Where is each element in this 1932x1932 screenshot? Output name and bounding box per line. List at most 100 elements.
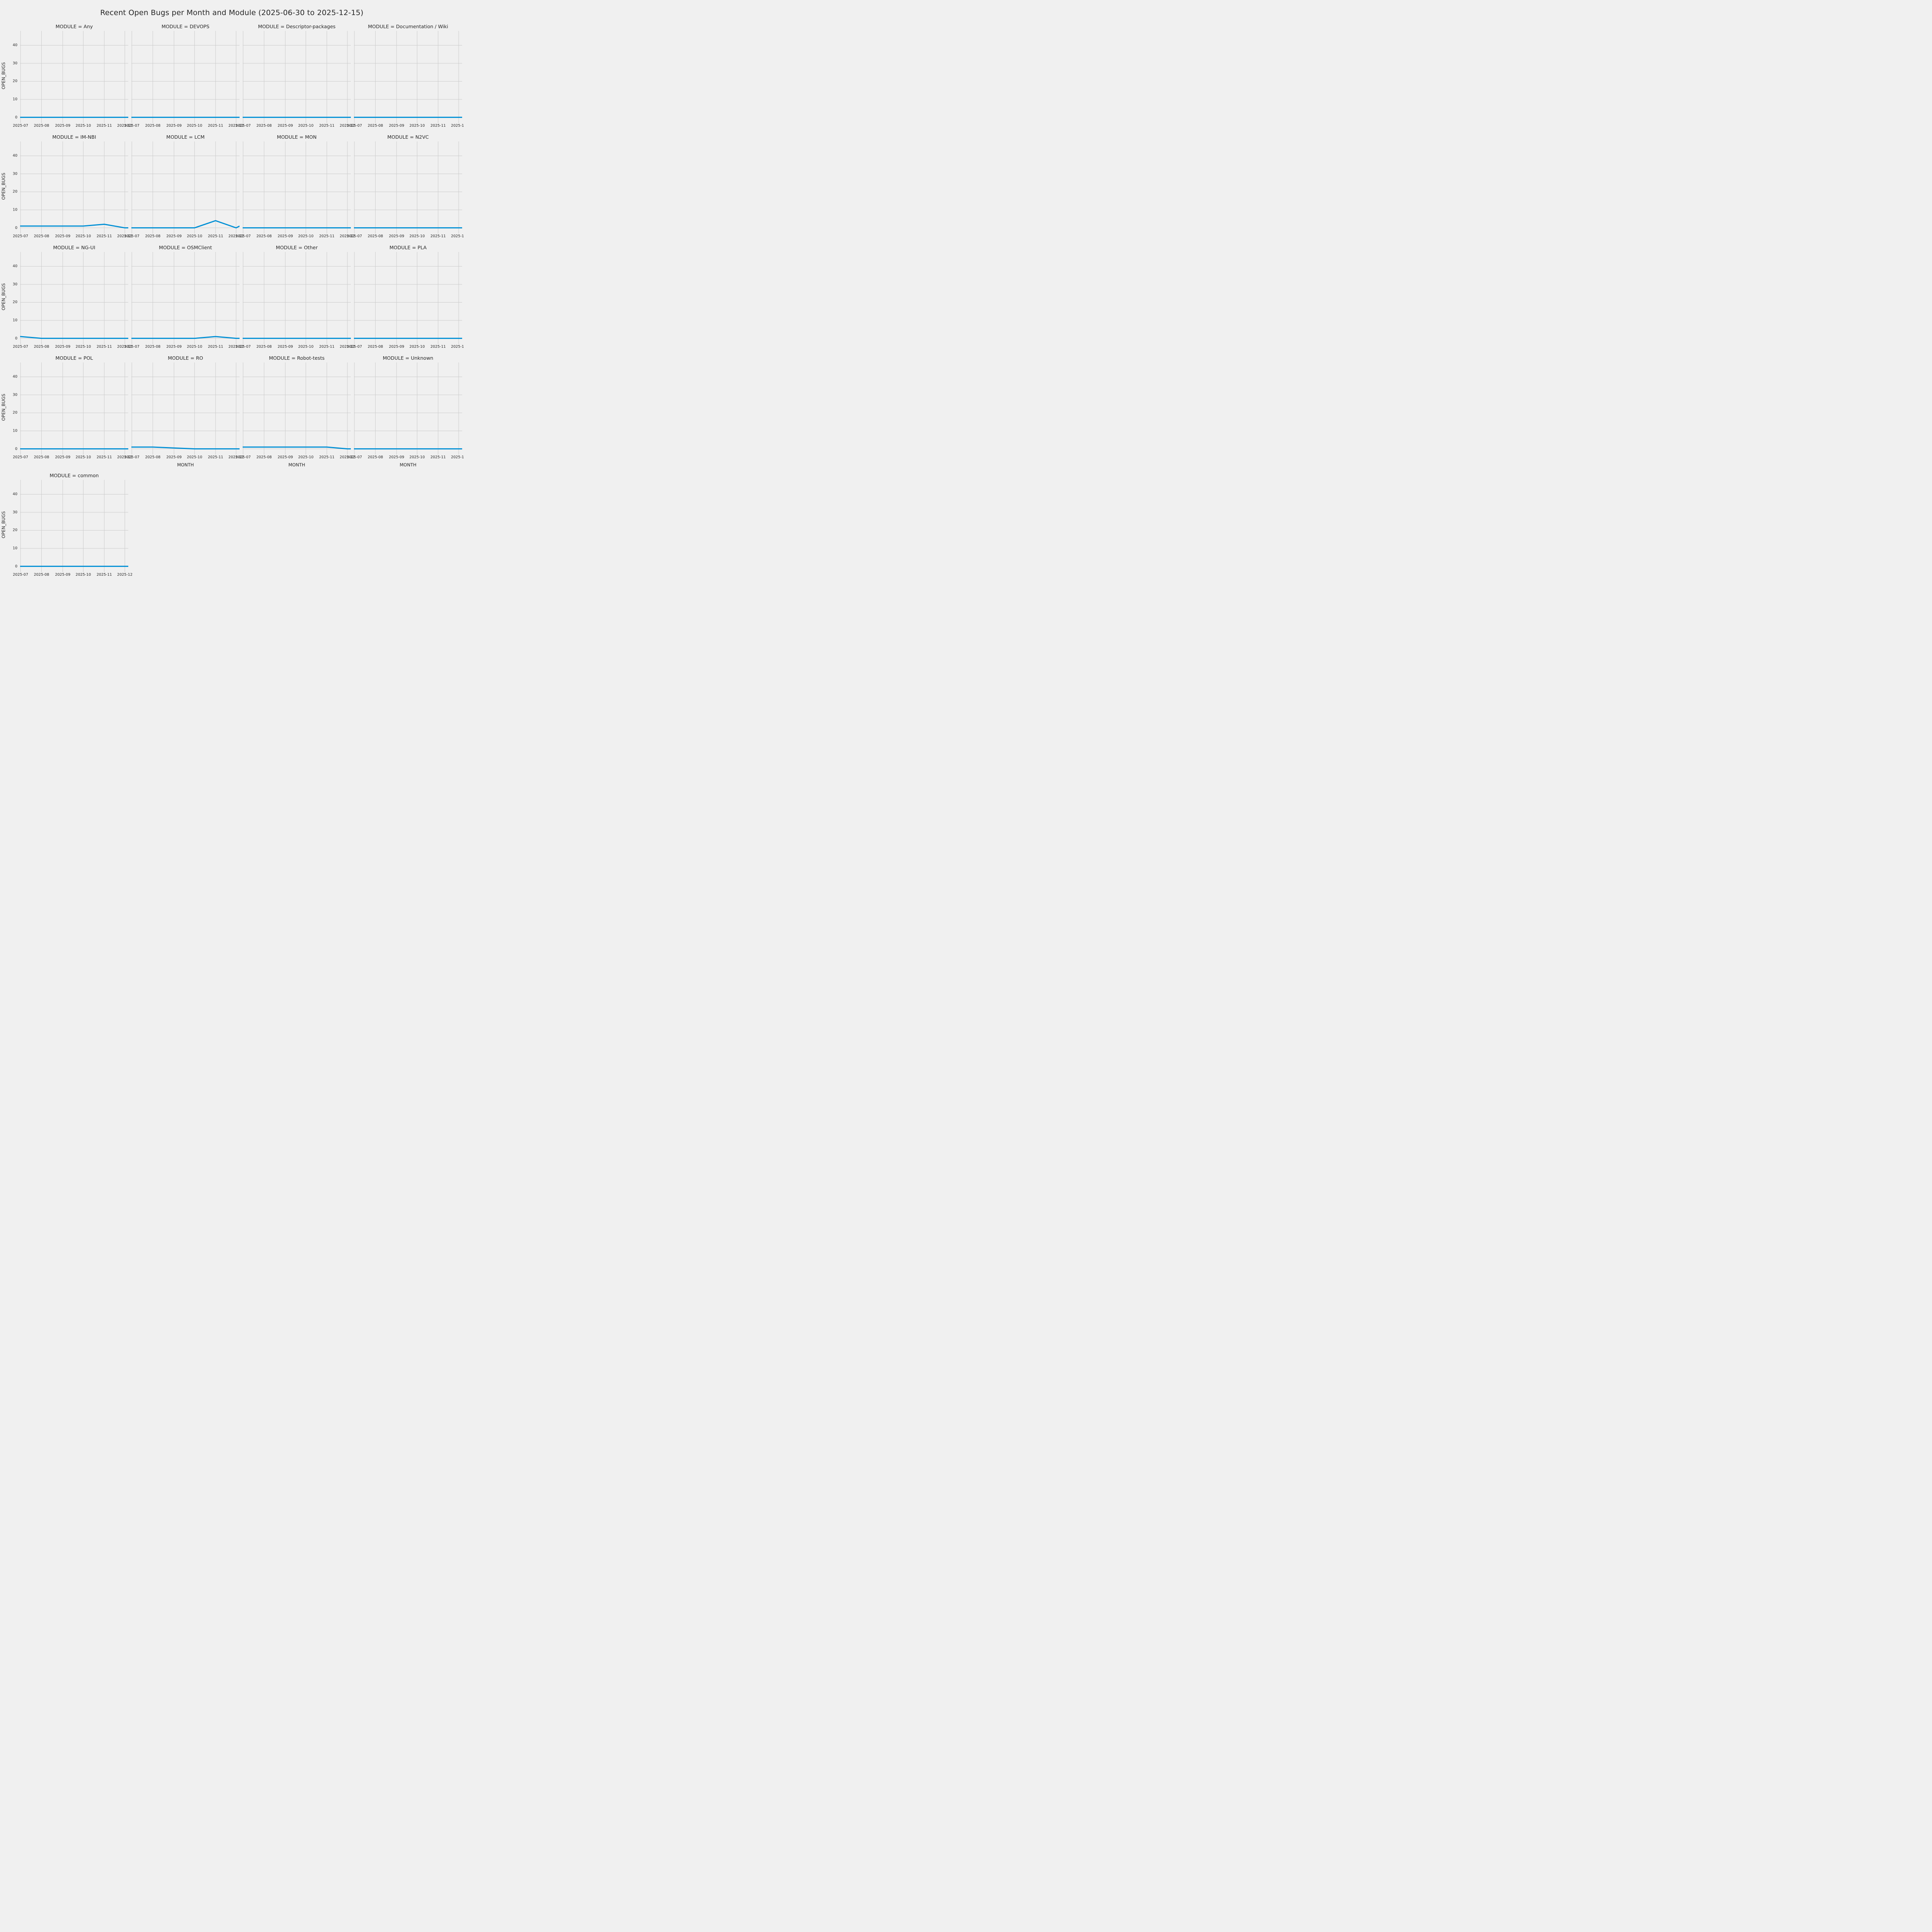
facet-PLA: MODULE = PLA 2025-07 2025-08 2025-09 2025-10…: [347, 244, 464, 350]
x-tick-label: 2025-10: [298, 455, 314, 459]
facet-Other: MODULE = Other 2025-07 2025-08 2025-09 2025-…: [235, 244, 355, 350]
facet-plot-svg: [354, 141, 462, 234]
facet-plot-svg: [20, 252, 128, 344]
x-tick-label: 2025-07: [13, 124, 28, 128]
x-tick-label: 2025-11: [96, 124, 112, 128]
facet-plot-svg: [20, 31, 128, 123]
facet-plot-svg: [131, 141, 240, 234]
open-bugs-line: [131, 336, 240, 339]
x-tick-label: 2025-09: [55, 455, 71, 459]
x-tick-label: 2025-09: [277, 124, 293, 128]
facet-plot-svg: [354, 362, 462, 455]
x-tick-row: 2025-07 2025-08 2025-09 2025-10 2025-11 2025-…: [235, 455, 355, 461]
x-tick-label: 2025-12: [117, 234, 133, 238]
facet-plot: [354, 252, 462, 344]
y-axis-gutter: OPEN_BUGS: [1, 472, 17, 580]
facet-row: OPEN_BUGS MODULE = POL 0 10 20 30 40 2025-07 202…: [1, 355, 464, 468]
x-tick-label: 2025-12: [451, 455, 464, 459]
facet-common: MODULE = common 0 10 20 30 40 2025-07 2025-08 20…: [13, 472, 133, 580]
x-tick-label: 2025-08: [367, 124, 383, 128]
x-axis-label: MONTH: [400, 462, 417, 468]
facet-plot-svg: [243, 362, 351, 455]
facet-IM-NBI: MODULE = IM-NBI 0 10 20 30 40 2025-07 2025-08 20…: [13, 134, 133, 240]
x-tick-label: 2025-09: [277, 455, 293, 459]
facet-DEVOPS: MODULE = DEVOPS 2025-07 2025-08 2025-09 2025…: [124, 23, 244, 129]
y-tick-label: 20: [12, 410, 17, 415]
x-tick-row: 2025-07 2025-08 2025-09 2025-10 2025-11 2025-…: [13, 455, 133, 461]
facet-LCM: MODULE = LCM 2025-07 2025-08 2025-09 2025-10…: [124, 134, 244, 240]
y-tick-label: 40: [12, 43, 17, 48]
facet-plot: [243, 252, 351, 344]
x-tick-label: 2025-11: [430, 455, 446, 459]
y-tick-label: 40: [12, 374, 17, 379]
x-tick-row: 2025-07 2025-08 2025-09 2025-10 2025-11 2025-…: [124, 234, 244, 240]
x-tick-label: 2025-08: [34, 573, 49, 577]
x-tick-label: 2025-09: [166, 345, 182, 349]
x-tick-label: 2025-07: [124, 345, 139, 349]
x-tick-label: 2025-11: [96, 573, 112, 577]
x-tick-label: 2025-11: [207, 124, 223, 128]
facet-title: MODULE = Robot-tests: [269, 355, 325, 361]
x-tick-label: 2025-09: [389, 124, 405, 128]
x-tick-label: 2025-09: [166, 234, 182, 238]
open-bugs-line: [243, 446, 351, 450]
x-tick-label: 2025-10: [298, 234, 314, 238]
y-tick-label: 0: [15, 447, 17, 451]
x-tick-label: 2025-09: [55, 124, 71, 128]
open-bugs-line: [20, 336, 128, 339]
y-tick-label: 30: [12, 510, 17, 515]
x-tick-label: 2025-12: [340, 345, 355, 349]
x-tick-label: 2025-08: [256, 345, 272, 349]
x-tick-label: 2025-07: [124, 124, 139, 128]
x-tick-label: 2025-10: [409, 124, 425, 128]
facet-plot: 0 10 20 30 40: [13, 31, 128, 123]
y-tick-label: 0: [15, 564, 17, 569]
x-tick-label: 2025-07: [347, 234, 362, 238]
y-tick-label: 30: [12, 282, 17, 287]
x-tick-label: 2025-09: [166, 455, 182, 459]
x-tick-label: 2025-08: [256, 455, 272, 459]
x-tick-label: 2025-08: [367, 455, 383, 459]
x-tick-label: 2025-12: [340, 455, 355, 459]
facet-title: MODULE = common: [49, 473, 99, 478]
facet-Unknown: MODULE = Unknown 2025-07 2025-08 2025-09 202…: [347, 355, 464, 468]
y-axis-label: OPEN_BUGS: [1, 173, 6, 200]
x-tick-label: 2025-08: [367, 234, 383, 238]
x-tick-label: 2025-10: [409, 455, 425, 459]
y-tick-label: 20: [12, 79, 17, 83]
x-tick-label: 2025-09: [277, 345, 293, 349]
x-tick-label: 2025-12: [228, 124, 244, 128]
x-tick-row: 2025-07 2025-08 2025-09 2025-10 2025-11 2025-…: [235, 234, 355, 240]
y-axis-gutter: OPEN_BUGS: [1, 134, 17, 240]
open-bugs-line: [131, 446, 240, 450]
x-tick-label: 2025-11: [207, 234, 223, 238]
facet-plot-svg: [20, 480, 128, 572]
x-tick-label: 2025-10: [298, 345, 314, 349]
x-tick-label: 2025-10: [187, 124, 202, 128]
x-axis-label: MONTH: [20, 578, 128, 580]
x-tick-row: 2025-07 2025-08 2025-09 2025-10 2025-11 2025-…: [235, 124, 355, 129]
facet-plot-svg: [243, 31, 351, 123]
empty-cell: [131, 472, 240, 580]
y-tick-label: 20: [12, 528, 17, 532]
y-axis-gutter: OPEN_BUGS: [1, 244, 17, 350]
x-tick-label: 2025-10: [187, 455, 202, 459]
x-tick-label: 2025-08: [256, 124, 272, 128]
y-tick-label: 10: [12, 97, 17, 102]
facet-N2VC: MODULE = N2VC 2025-07 2025-08 2025-09 2025-1…: [347, 134, 464, 240]
x-tick-row: 2025-07 2025-08 2025-09 2025-10 2025-11 2025-…: [13, 124, 133, 129]
y-tick-label: 30: [12, 172, 17, 176]
facet-plot-svg: [131, 362, 240, 455]
facet-title: MODULE = DEVOPS: [162, 24, 209, 29]
x-tick-label: 2025-11: [319, 124, 335, 128]
x-tick-label: 2025-11: [319, 455, 335, 459]
x-tick-label: 2025-08: [145, 234, 161, 238]
x-tick-label: 2025-10: [75, 455, 91, 459]
x-tick-label: 2025-10: [409, 345, 425, 349]
x-tick-label: 2025-12: [117, 124, 133, 128]
y-tick-label: 10: [12, 429, 17, 433]
x-tick-row: 2025-07 2025-08 2025-09 2025-10 2025-11 2025-…: [13, 234, 133, 240]
figure: Recent Open Bugs per Month and Module (2…: [0, 0, 464, 580]
facet-plot-svg: [20, 362, 128, 455]
x-tick-label: 2025-12: [117, 345, 133, 349]
